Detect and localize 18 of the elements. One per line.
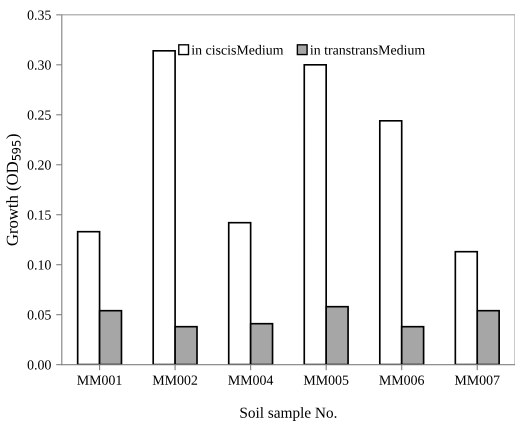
legend-label: in ciscisMedium <box>192 44 284 55</box>
x-tick-label: MM006 <box>379 375 424 385</box>
legend-label: in transtransMedium <box>310 44 425 55</box>
y-axis-title: Growth (OD$_{595}$) <box>6 134 22 246</box>
y-tick-label: 0.10 <box>28 260 51 270</box>
x-tick-label: MM004 <box>228 375 274 385</box>
y-tick-label: 0.20 <box>28 160 51 170</box>
x-axis-title: Soil sample No. <box>240 407 336 421</box>
y-tick-label: 0.00 <box>28 360 51 370</box>
y-tick-label: 0.30 <box>28 60 51 70</box>
x-tick-label: MM001 <box>77 375 122 385</box>
y-tick-label: 0.15 <box>28 210 51 220</box>
y-tick-label: 0.05 <box>28 310 51 320</box>
x-tick-label: MM005 <box>304 375 348 385</box>
x-tick-label: MM007 <box>454 375 500 385</box>
x-tick-label: MM002 <box>152 375 198 385</box>
y-tick-label: 0.25 <box>28 110 51 120</box>
y-tick-label: 0.35 <box>28 10 51 20</box>
